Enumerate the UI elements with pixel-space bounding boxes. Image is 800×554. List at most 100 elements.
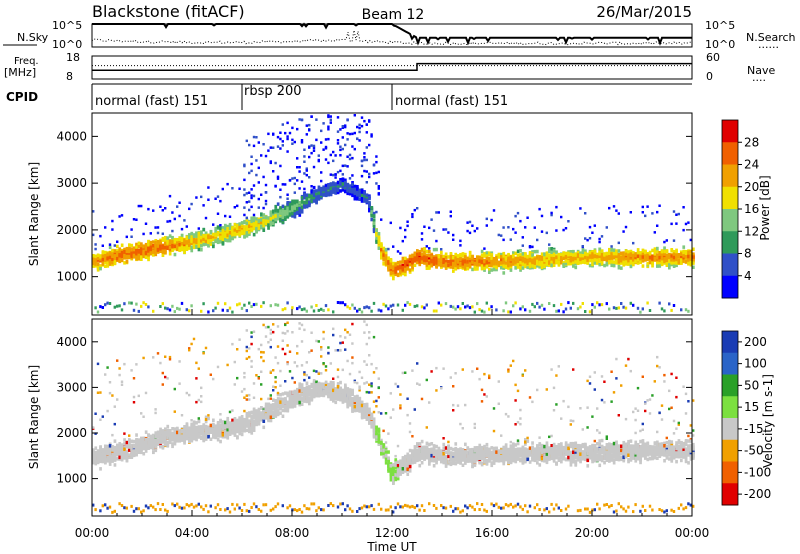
power-cell xyxy=(692,252,695,256)
power-cell xyxy=(603,255,606,259)
power-cell xyxy=(636,254,640,259)
power-cell xyxy=(257,141,260,144)
velocity-cell xyxy=(147,441,150,446)
power-cell xyxy=(303,201,306,205)
power-cell xyxy=(516,211,520,215)
power-cell xyxy=(250,196,253,200)
power-cell xyxy=(485,256,489,261)
power-cell xyxy=(452,305,455,309)
power-cell xyxy=(428,247,431,250)
velocity-cell xyxy=(171,442,174,446)
power-cell xyxy=(281,214,285,219)
power-cell xyxy=(320,141,323,144)
power-cell xyxy=(296,210,299,215)
cpid-segment-3: normal (fast) 151 xyxy=(395,94,508,109)
velocity-cell xyxy=(101,415,104,418)
power-cell xyxy=(120,252,124,256)
power-cell xyxy=(185,225,188,228)
velocity-cell xyxy=(178,437,182,441)
power-cell xyxy=(171,229,174,233)
power-cell xyxy=(572,253,575,257)
power-cell xyxy=(368,143,371,147)
power-cell xyxy=(516,257,520,262)
velocity-cell xyxy=(173,427,177,431)
velocity-cell xyxy=(142,509,145,513)
power-cell xyxy=(341,126,344,129)
velocity-cell xyxy=(99,418,102,421)
power-cell xyxy=(279,131,282,134)
power-cell xyxy=(437,211,440,214)
power-cell xyxy=(552,248,556,253)
velocity-cell xyxy=(152,441,155,446)
power-cell xyxy=(360,116,364,119)
power-cell xyxy=(612,250,616,255)
velocity-cell xyxy=(118,373,121,377)
velocity-cell xyxy=(108,453,112,457)
power-cell xyxy=(149,232,152,235)
velocity-cell xyxy=(92,448,95,452)
power-cell xyxy=(411,215,414,219)
power-cell xyxy=(341,301,344,305)
power-cell xyxy=(243,219,246,224)
velocity-cell xyxy=(154,411,157,415)
velocity-cell xyxy=(106,409,109,413)
power-cell xyxy=(639,310,642,314)
power-cell xyxy=(233,206,236,209)
power-cell xyxy=(504,261,508,265)
power-cell xyxy=(514,251,518,256)
power-cell xyxy=(353,306,356,310)
velocity-cell xyxy=(120,448,124,452)
power-cell xyxy=(245,219,249,223)
power-cell xyxy=(464,259,467,263)
power-cell xyxy=(183,238,186,242)
power-cell xyxy=(279,137,282,141)
power-cell xyxy=(387,307,390,311)
power-cell xyxy=(610,263,614,268)
power-cell xyxy=(500,266,503,270)
power-cell xyxy=(324,158,328,161)
velocity-cell xyxy=(147,506,150,510)
power-cell xyxy=(166,307,169,311)
power-cell xyxy=(291,210,294,214)
power-cell xyxy=(684,251,688,255)
power-cell xyxy=(668,255,671,260)
power-cell xyxy=(622,230,625,233)
power-cell xyxy=(586,260,590,264)
power-cell xyxy=(480,262,484,266)
power-cell xyxy=(344,189,347,194)
power-cell xyxy=(96,258,100,262)
velocity-cell xyxy=(159,441,162,446)
velocity-cell xyxy=(120,380,124,383)
power-cell xyxy=(540,260,544,265)
power-cell xyxy=(219,199,222,203)
power-cell xyxy=(459,265,462,269)
power-cell xyxy=(243,164,246,168)
power-cell xyxy=(308,129,311,132)
power-cell xyxy=(310,189,314,194)
velocity-cell xyxy=(125,445,129,449)
power-cell xyxy=(293,215,297,219)
power-cell xyxy=(468,231,472,235)
power-colorbar-label: Power [dB] xyxy=(758,175,772,240)
power-cell xyxy=(250,188,253,191)
power-cell xyxy=(490,256,494,260)
power-cell xyxy=(502,264,506,268)
power-cell xyxy=(281,183,284,186)
power-cell xyxy=(250,216,254,220)
power-cell xyxy=(336,180,340,185)
power-cell xyxy=(358,193,362,198)
power-cell xyxy=(272,215,275,219)
power-cell xyxy=(675,222,678,225)
power-cell xyxy=(384,304,388,308)
velocity-cell xyxy=(137,394,140,398)
power-cell xyxy=(351,193,354,198)
velocity-cell xyxy=(154,443,158,447)
velocity-cell xyxy=(180,432,184,436)
power-cell xyxy=(180,301,184,305)
power-cell xyxy=(632,303,635,307)
power-cell xyxy=(550,253,554,257)
power-cell xyxy=(459,263,462,267)
power-cell xyxy=(142,249,146,254)
power-cell xyxy=(389,304,392,308)
velocity-cell xyxy=(188,426,191,430)
